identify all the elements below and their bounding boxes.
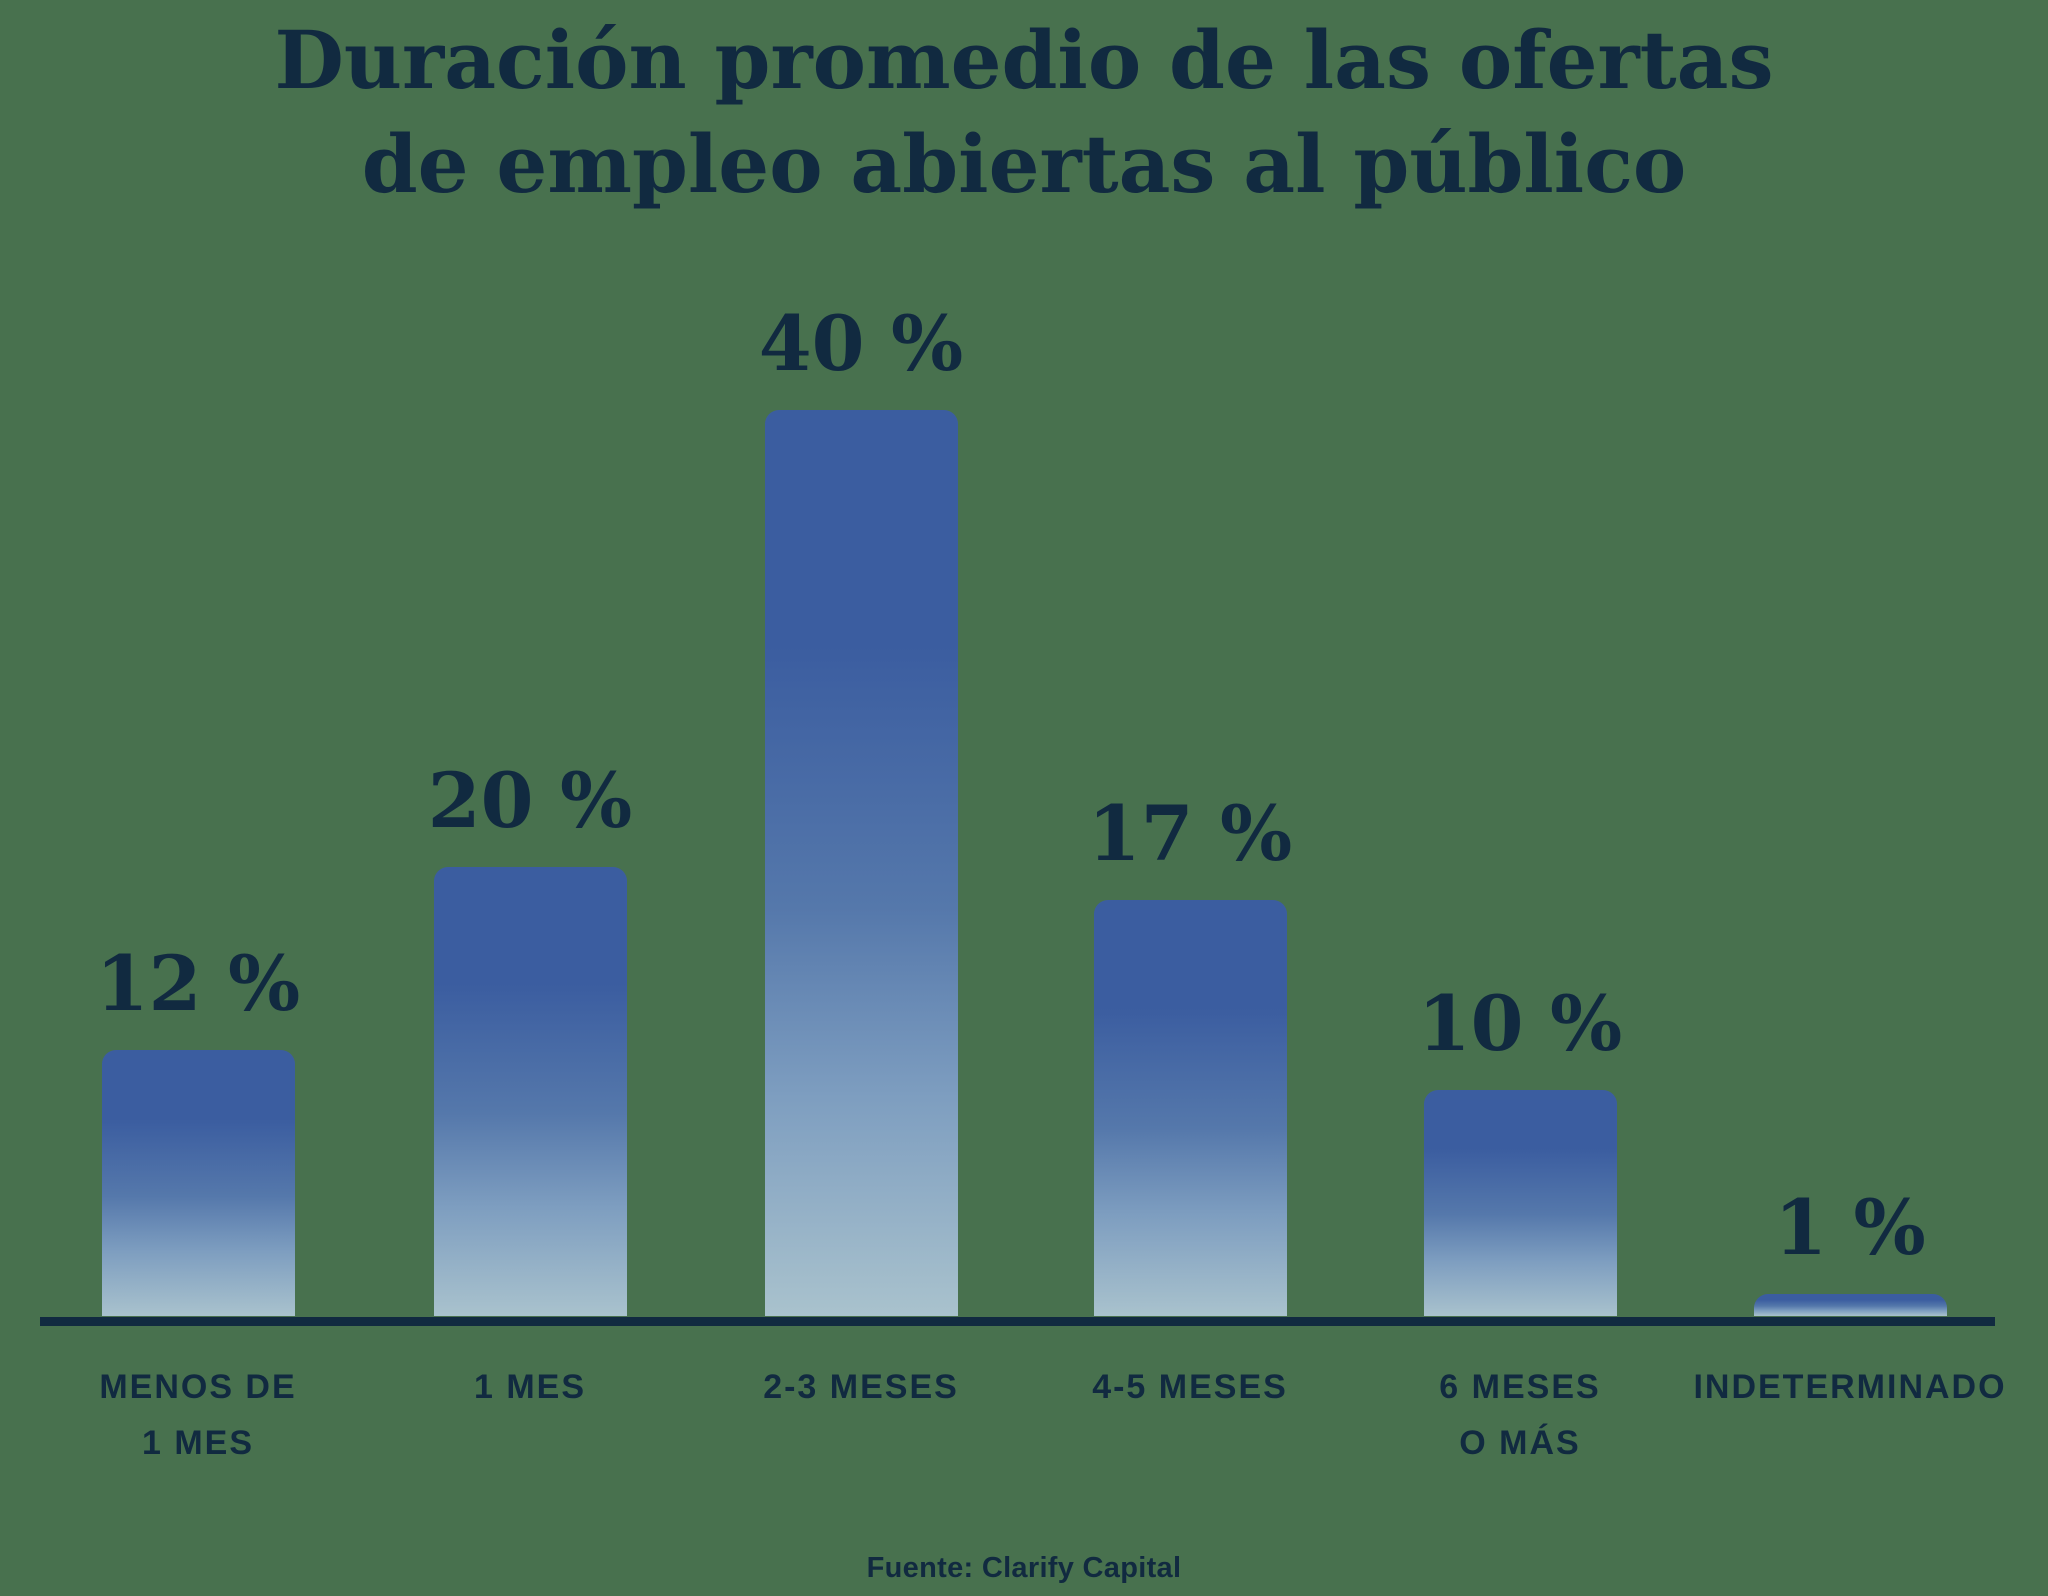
category-label-line: O MÁS: [1459, 1424, 1581, 1462]
category-label-line: INDETERMINADO: [1693, 1368, 2007, 1406]
bar-4: [1093, 900, 1287, 1316]
category-label-1: MENOS DE 1 MES: [0, 1359, 408, 1471]
category-label-6: INDETERMINADO: [1640, 1359, 2048, 1415]
bar-3: [764, 410, 958, 1316]
value-label-4: 17 %: [1087, 789, 1293, 878]
bar-2: [433, 867, 627, 1316]
value-label-3: 40 %: [758, 299, 964, 388]
chart-title-line-2: de empleo abiertas al público: [361, 117, 1687, 211]
category-label-line: 4-5 MESES: [1092, 1368, 1288, 1406]
category-label-line: 2-3 MESES: [763, 1368, 959, 1406]
category-label-5: 6 MESES O MÁS: [1310, 1359, 1730, 1471]
value-label-2: 20 %: [427, 756, 633, 845]
category-label-line: 6 MESES: [1439, 1368, 1601, 1406]
category-label-line: MENOS DE: [99, 1368, 297, 1406]
bar-5: [1423, 1090, 1617, 1316]
x-axis-line: [40, 1317, 1995, 1326]
category-label-2: 1 MES: [320, 1359, 740, 1415]
chart-title-line-1: Duración promedio de las ofertas: [274, 13, 1774, 107]
value-label-5: 10 %: [1417, 979, 1623, 1068]
category-label-line: 1 MES: [141, 1424, 255, 1462]
bar-1: [101, 1050, 295, 1316]
category-label-3: 2-3 MESES: [651, 1359, 1071, 1415]
value-label-6: 1 %: [1774, 1183, 1926, 1272]
bar-6: [1753, 1294, 1947, 1316]
chart-title: Duración promedio de las ofertas de empl…: [0, 8, 2048, 216]
category-label-line: 1 MES: [473, 1368, 587, 1406]
category-label-4: 4-5 MESES: [980, 1359, 1400, 1415]
source-caption: Fuente: Clarify Capital: [866, 1552, 1182, 1584]
value-label-1: 12 %: [95, 939, 301, 1028]
